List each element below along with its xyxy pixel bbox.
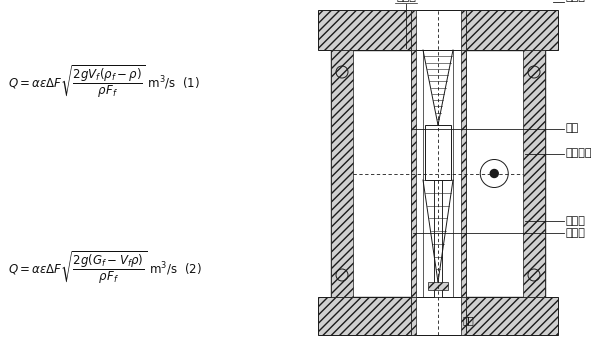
Bar: [331, 50, 545, 297]
Bar: [461, 297, 466, 335]
Circle shape: [490, 169, 498, 177]
Text: 随动系统: 随动系统: [565, 149, 592, 158]
Bar: [410, 10, 415, 50]
Bar: [410, 297, 466, 335]
Text: 导向管: 导向管: [565, 228, 585, 238]
Bar: [410, 297, 415, 335]
Text: 测量管: 测量管: [565, 0, 585, 2]
Bar: [461, 50, 466, 297]
Bar: [523, 50, 545, 297]
Bar: [410, 10, 466, 50]
Bar: [410, 50, 466, 297]
Text: $Q = \alpha\varepsilon\Delta F\sqrt{\dfrac{2gV_f(\rho_f-\rho)}{\rho F_f}}\ \math: $Q = \alpha\varepsilon\Delta F\sqrt{\dfr…: [8, 64, 200, 100]
Bar: [318, 10, 558, 50]
Text: 锥形管: 锥形管: [565, 216, 585, 226]
Text: 显示器: 显示器: [396, 0, 416, 2]
Bar: [410, 50, 415, 297]
Text: $Q = \alpha\varepsilon\Delta F\sqrt{\dfrac{2g(G_f-V_f\rho)}{\rho F_f}}\ \mathrm{: $Q = \alpha\varepsilon\Delta F\sqrt{\dfr…: [8, 249, 202, 286]
Bar: [434, 180, 442, 297]
Text: 子锁: 子锁: [463, 315, 475, 325]
Bar: [428, 282, 448, 290]
Bar: [425, 125, 451, 180]
Bar: [318, 297, 558, 335]
Bar: [331, 50, 353, 297]
Text: 浮子: 浮子: [565, 123, 578, 133]
Bar: [461, 10, 466, 50]
